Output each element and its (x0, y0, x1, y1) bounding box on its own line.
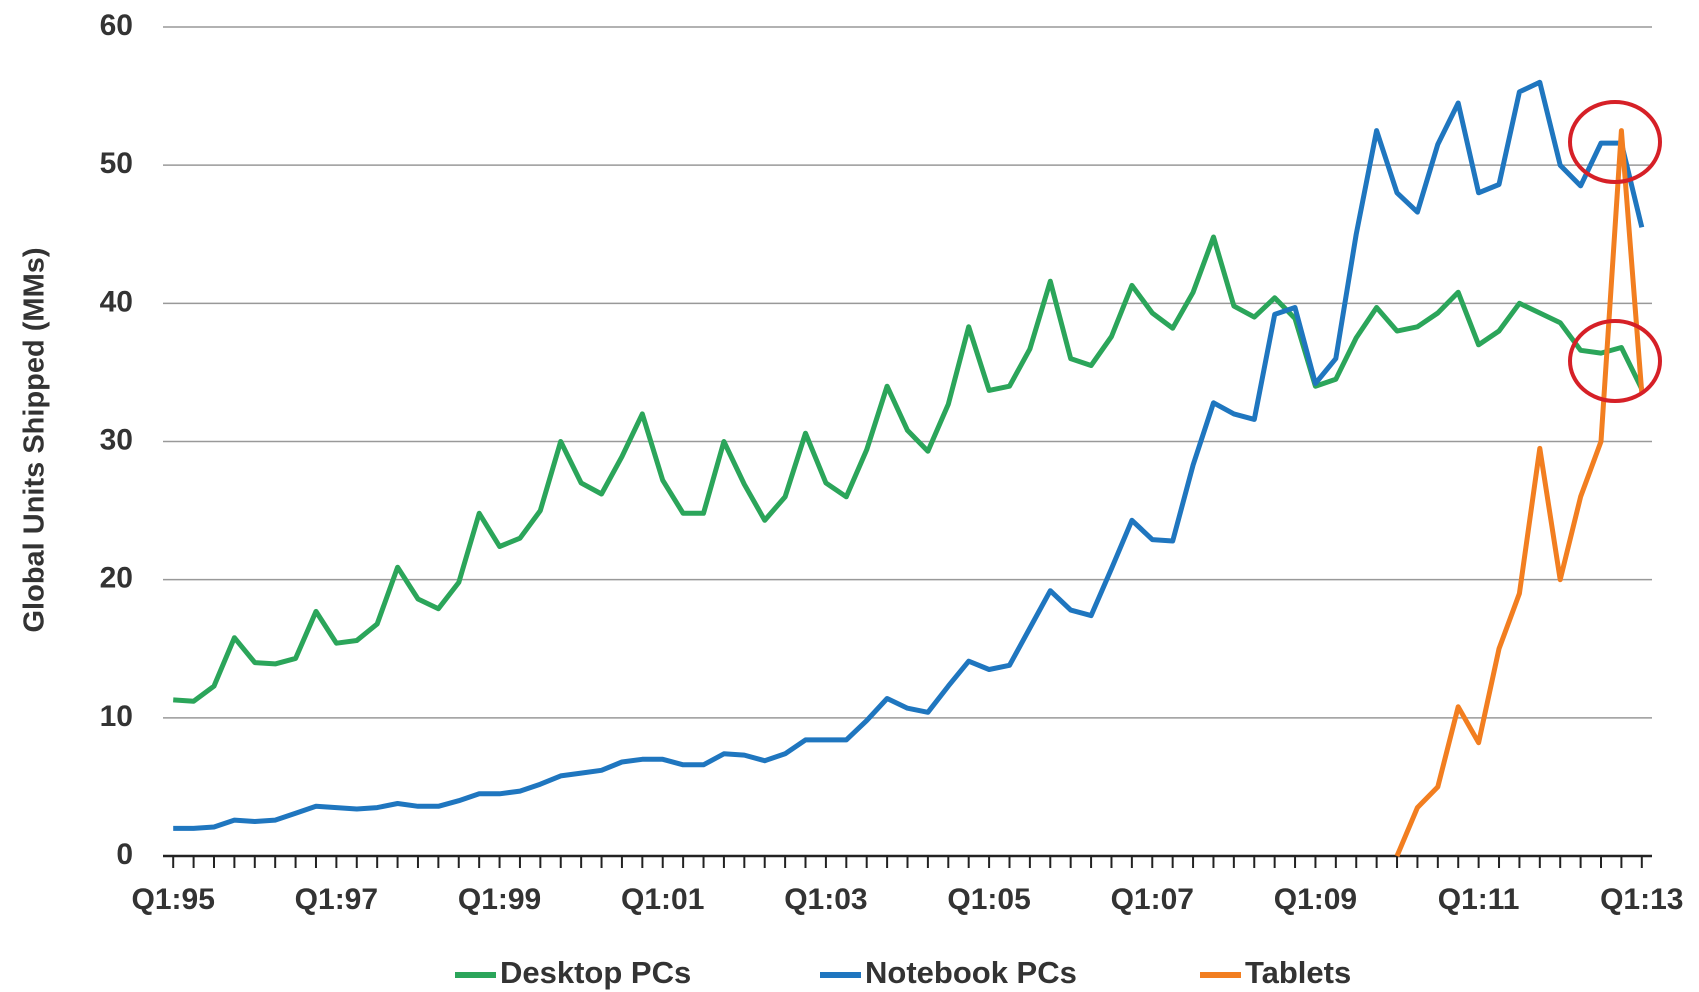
y-tick-label: 50 (100, 147, 133, 180)
series-line (173, 234, 1645, 704)
legend-label: Notebook PCs (865, 955, 1077, 990)
x-tick-label: Q1:13 (1600, 883, 1683, 916)
x-tick-label: Q1:99 (458, 883, 541, 916)
legend-label: Tablets (1245, 955, 1351, 990)
legend-label: Desktop PCs (500, 955, 691, 990)
y-tick-label: 40 (100, 285, 133, 318)
y-tick-label: 10 (100, 700, 133, 733)
x-tick-label: Q1:07 (1111, 883, 1194, 916)
x-tick-label: Q1:01 (621, 883, 704, 916)
highlight-circle (1568, 319, 1662, 403)
series-line (1394, 128, 1645, 857)
highlight-circle (1568, 100, 1662, 184)
y-tick-label: 0 (116, 838, 133, 871)
series-line (173, 79, 1645, 831)
x-tick-label: Q1:05 (947, 883, 1030, 916)
x-tick-label: Q1:97 (295, 883, 378, 916)
y-tick-label: 20 (100, 562, 133, 595)
y-tick-label: 60 (100, 9, 133, 42)
y-tick-label: 30 (100, 423, 133, 456)
x-tick-label: Q1:03 (784, 883, 867, 916)
y-axis-title: Global Units Shipped (MMs) (19, 247, 51, 632)
x-tick-label: Q1:95 (132, 883, 215, 916)
x-tick-label: Q1:09 (1274, 883, 1357, 916)
x-tick-label: Q1:11 (1438, 883, 1520, 916)
